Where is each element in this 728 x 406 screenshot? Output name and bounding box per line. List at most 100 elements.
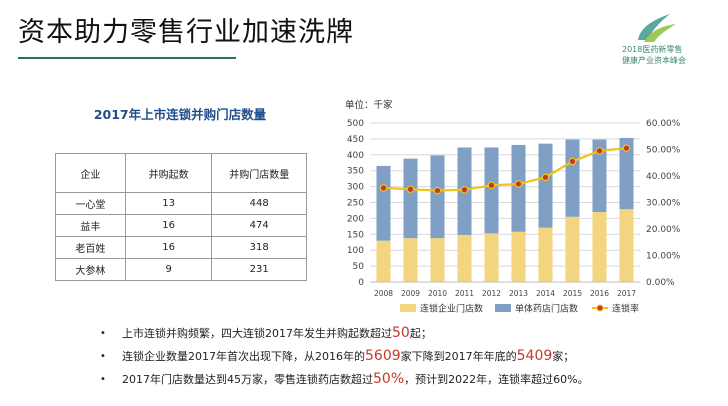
bullet-item: • 2017年门店数量达到45万家，零售连锁药店数超过50%，预计到2022年，连… [100, 368, 720, 391]
bar-segment [511, 231, 526, 282]
bullet-text: 家； [552, 350, 575, 363]
bar-segment [430, 155, 445, 239]
table-cell: 益丰 [55, 214, 126, 237]
bullet-text: 2017年门店数量达到45万家，零售连锁药店数超过 [122, 373, 373, 386]
table-cell: 231 [211, 258, 307, 281]
x-tick-label: 2011 [455, 289, 474, 298]
bar-segment [538, 143, 553, 228]
chain-rate-point [514, 180, 523, 188]
table-header-cell: 并购门店数量 [211, 153, 307, 193]
y-tick-label: 350 [347, 167, 364, 177]
highlight-number: 5609 [365, 348, 401, 364]
x-tick-label: 2010 [428, 289, 447, 298]
legend-swatch [400, 304, 416, 312]
x-tick-label: 2017 [617, 289, 636, 298]
bullet-item: • 上市连锁并购频繁，四大连锁2017年发生并购起数超过50起； [100, 322, 720, 345]
bar-segment [484, 233, 499, 282]
y-tick-label: 0 [358, 278, 364, 288]
y2-tick-label: 40.00% [646, 172, 681, 182]
bullet-text: ，预计到2022年，连锁率超过60%。 [404, 373, 589, 386]
chain-rate-point [568, 157, 577, 166]
table-title: 2017年上市连锁并购门店数量 [93, 107, 267, 122]
bullet-item: • 连锁企业数量2017年首次出现下降，从2016年的5609家下降到2017年年… [100, 345, 720, 368]
y-tick-label: 150 [347, 230, 364, 240]
table-row: 老百姓 16 318 [55, 236, 307, 259]
y-tick-label: 450 [347, 135, 364, 145]
table-cell: 16 [124, 214, 213, 237]
bar-segment [484, 147, 499, 234]
legend-swatch [596, 304, 604, 312]
table-cell: 13 [124, 192, 213, 215]
y-tick-label: 50 [353, 262, 365, 272]
bullet-list: • 上市连锁并购频繁，四大连锁2017年发生并购起数超过50起； • 连锁企业数量2… [100, 322, 720, 391]
bar-segment [619, 137, 634, 210]
bullet-marker: • [100, 351, 106, 362]
x-tick-label: 2009 [401, 289, 420, 298]
x-tick-label: 2015 [563, 289, 582, 298]
page-title: 资本助力零售行业加速洗牌 [18, 17, 354, 48]
y-tick-label: 500 [347, 119, 364, 129]
table-header-row: 企业 并购起数 并购门店数量 [55, 153, 307, 193]
bar-segment [619, 209, 634, 282]
legend-swatch [495, 304, 511, 312]
chain-rate-point [379, 184, 388, 192]
x-tick-label: 2016 [590, 289, 609, 298]
table-cell: 一心堂 [55, 192, 126, 215]
table-cell: 大参林 [55, 258, 126, 281]
y-tick-label: 250 [347, 199, 364, 209]
table-cell: 9 [124, 258, 213, 281]
table-cell: 448 [211, 192, 307, 215]
y-tick-label: 200 [347, 214, 364, 224]
highlight-number: 50 [392, 325, 410, 341]
table-cell: 16 [124, 236, 213, 259]
leaf-logo-icon [638, 14, 676, 42]
legend-label: 连锁企业门店数 [420, 303, 483, 315]
logo-text-line1: 2018医药新零售 [622, 45, 683, 54]
bullet-marker: • [100, 374, 106, 385]
bar-segment [430, 238, 445, 282]
bar-segment [403, 238, 418, 282]
x-tick-label: 2014 [536, 289, 555, 298]
bar-segment [565, 139, 580, 217]
title-underline [18, 57, 236, 59]
y-tick-label: 300 [347, 183, 364, 193]
table-row: 益丰 16 474 [55, 214, 307, 237]
chain-rate-point [460, 185, 469, 194]
chain-rate-point [487, 181, 496, 190]
bullet-text: 家下降到2017年年底的 [400, 350, 517, 363]
bar-segment [592, 212, 607, 282]
chain-rate-point [595, 147, 604, 155]
x-tick-label: 2012 [482, 289, 501, 298]
legend-label: 单体药店门店数 [515, 303, 578, 315]
legend-label: 连锁率 [612, 303, 639, 315]
y2-tick-label: 20.00% [646, 225, 681, 235]
chain-rate-point [406, 185, 415, 194]
y2-tick-label: 50.00% [646, 146, 681, 156]
y2-tick-label: 30.00% [646, 199, 681, 209]
table-cell: 老百姓 [55, 236, 126, 259]
conference-logo: 2018医药新零售 健康产业资本峰会 [600, 10, 710, 70]
table-row: 一心堂 13 448 [55, 192, 307, 215]
chart-unit-label: 单位：千家 [345, 100, 393, 111]
bullet-marker: • [100, 328, 106, 339]
bullet-text: 上市连锁并购频繁，四大连锁2017年发生并购起数超过 [122, 327, 392, 340]
y2-tick-label: 60.00% [646, 119, 681, 129]
highlight-number: 50% [373, 371, 405, 387]
chain-rate-point [541, 173, 550, 182]
y2-tick-label: 10.00% [646, 252, 681, 262]
bar-segment [565, 216, 580, 282]
store-count-chart: 0 50 100 150 200 250 300 350 400 450 500 0.00% 10.00… [347, 119, 681, 315]
y-tick-label: 400 [347, 151, 364, 161]
chain-rate-point [433, 186, 442, 195]
x-tick-label: 2013 [509, 289, 528, 298]
chain-rate-line [383, 147, 627, 192]
y2-tick-label: 0.00% [646, 278, 675, 288]
bar-segment [592, 139, 607, 213]
bar-segment [538, 227, 553, 282]
bar-segment [511, 144, 526, 232]
bar-segment [457, 234, 472, 282]
table-cell: 474 [211, 214, 307, 237]
highlight-number: 5409 [516, 348, 553, 364]
table-cell: 318 [211, 236, 307, 259]
table-header-cell: 企业 [55, 153, 126, 193]
